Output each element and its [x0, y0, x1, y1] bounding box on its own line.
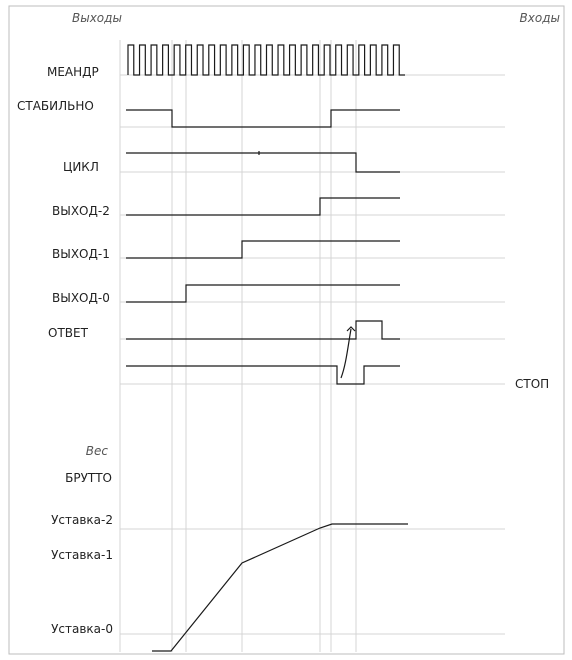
- stable-waveform: [126, 109, 400, 128]
- time-reference-lines: [119, 40, 357, 652]
- cycle-label: ЦИКЛ: [63, 160, 99, 174]
- gross-label: БРУТТО: [65, 471, 112, 485]
- answer-label: ОТВЕТ: [48, 326, 89, 340]
- stop-to-answer-arrow: [340, 328, 352, 379]
- signal-baselines: [120, 74, 505, 635]
- output2-waveform: [126, 197, 400, 216]
- setpoint1-label: Уставка-1: [51, 548, 113, 562]
- diagram-frame: [8, 5, 565, 655]
- inputs-header: Входы: [520, 11, 560, 25]
- output2-label: ВЫХОД-2: [52, 204, 110, 218]
- weight-curve: [152, 523, 408, 652]
- weight-axis-label: Вес: [86, 444, 109, 458]
- output1-waveform: [126, 240, 400, 259]
- output0-waveform: [126, 284, 400, 303]
- meander-label: МЕАНДР: [47, 65, 99, 79]
- meander-waveform: [127, 44, 405, 76]
- output0-label: ВЫХОД-0: [52, 291, 110, 305]
- cycle-waveform: [126, 152, 400, 173]
- stop-label: СТОП: [515, 377, 549, 391]
- answer-waveform: [126, 320, 400, 340]
- stable-label: СТАБИЛЬНО: [17, 99, 94, 113]
- arrow-head: [346, 326, 356, 332]
- output1-label: ВЫХОД-1: [52, 247, 110, 261]
- setpoint0-label: Уставка-0: [51, 622, 113, 636]
- stop-waveform: [126, 365, 400, 385]
- setpoint2-label: Уставка-2: [51, 513, 113, 527]
- outputs-header: Выходы: [72, 11, 122, 25]
